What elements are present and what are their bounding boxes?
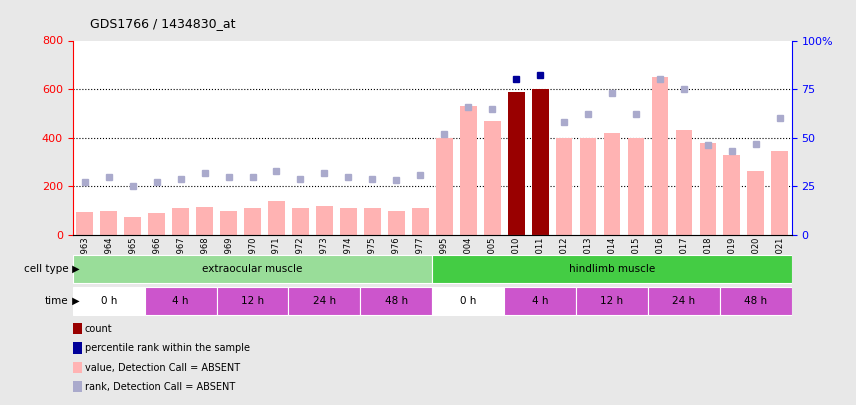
Text: rank, Detection Call = ABSENT: rank, Detection Call = ABSENT [85,382,235,392]
Text: 4 h: 4 h [172,296,189,306]
Bar [532,89,549,235]
Text: 48 h: 48 h [384,296,408,306]
Text: cell type: cell type [24,264,68,274]
Text: extraocular muscle: extraocular muscle [202,264,303,274]
Bar [436,138,453,235]
Text: count: count [85,324,112,334]
Bar [148,213,165,235]
Bar [172,208,189,235]
Bar [292,208,309,235]
FancyBboxPatch shape [145,287,217,315]
Text: 12 h: 12 h [241,296,265,306]
Text: value, Detection Call = ABSENT: value, Detection Call = ABSENT [85,363,240,373]
Text: 0 h: 0 h [100,296,117,306]
FancyBboxPatch shape [720,287,792,315]
Bar [316,206,333,235]
Bar [412,208,429,235]
Text: percentile rank within the sample: percentile rank within the sample [85,343,250,353]
Bar [556,138,573,235]
Text: 0 h: 0 h [460,296,477,306]
Bar [771,151,788,235]
Text: 12 h: 12 h [600,296,624,306]
Bar [388,211,405,235]
Text: ▶: ▶ [69,264,80,274]
Bar [747,171,764,235]
Bar [220,211,237,235]
Bar [196,207,213,235]
Bar [244,208,261,235]
FancyBboxPatch shape [73,255,432,283]
Bar [627,138,645,235]
Text: 4 h: 4 h [532,296,549,306]
Bar [651,77,669,235]
FancyBboxPatch shape [217,287,288,315]
Text: 24 h: 24 h [312,296,336,306]
Bar [508,92,525,235]
FancyBboxPatch shape [288,287,360,315]
FancyBboxPatch shape [432,255,792,283]
Text: 48 h: 48 h [744,296,768,306]
Bar [100,211,117,235]
Bar [484,121,501,235]
Bar [460,106,477,235]
Bar [364,208,381,235]
Bar [699,143,716,235]
FancyBboxPatch shape [73,287,145,315]
FancyBboxPatch shape [360,287,432,315]
Bar [340,208,357,235]
Text: 24 h: 24 h [672,296,696,306]
Text: time: time [45,296,68,306]
Bar [580,138,597,235]
FancyBboxPatch shape [576,287,648,315]
FancyBboxPatch shape [504,287,576,315]
FancyBboxPatch shape [648,287,720,315]
Text: ▶: ▶ [69,296,80,306]
Bar [675,130,693,235]
Bar [603,133,621,235]
Text: hindlimb muscle: hindlimb muscle [569,264,655,274]
Bar [723,155,740,235]
FancyBboxPatch shape [432,287,504,315]
Bar [124,217,141,235]
Text: GDS1766 / 1434830_at: GDS1766 / 1434830_at [90,17,235,30]
Bar [76,212,93,235]
Bar [268,201,285,235]
